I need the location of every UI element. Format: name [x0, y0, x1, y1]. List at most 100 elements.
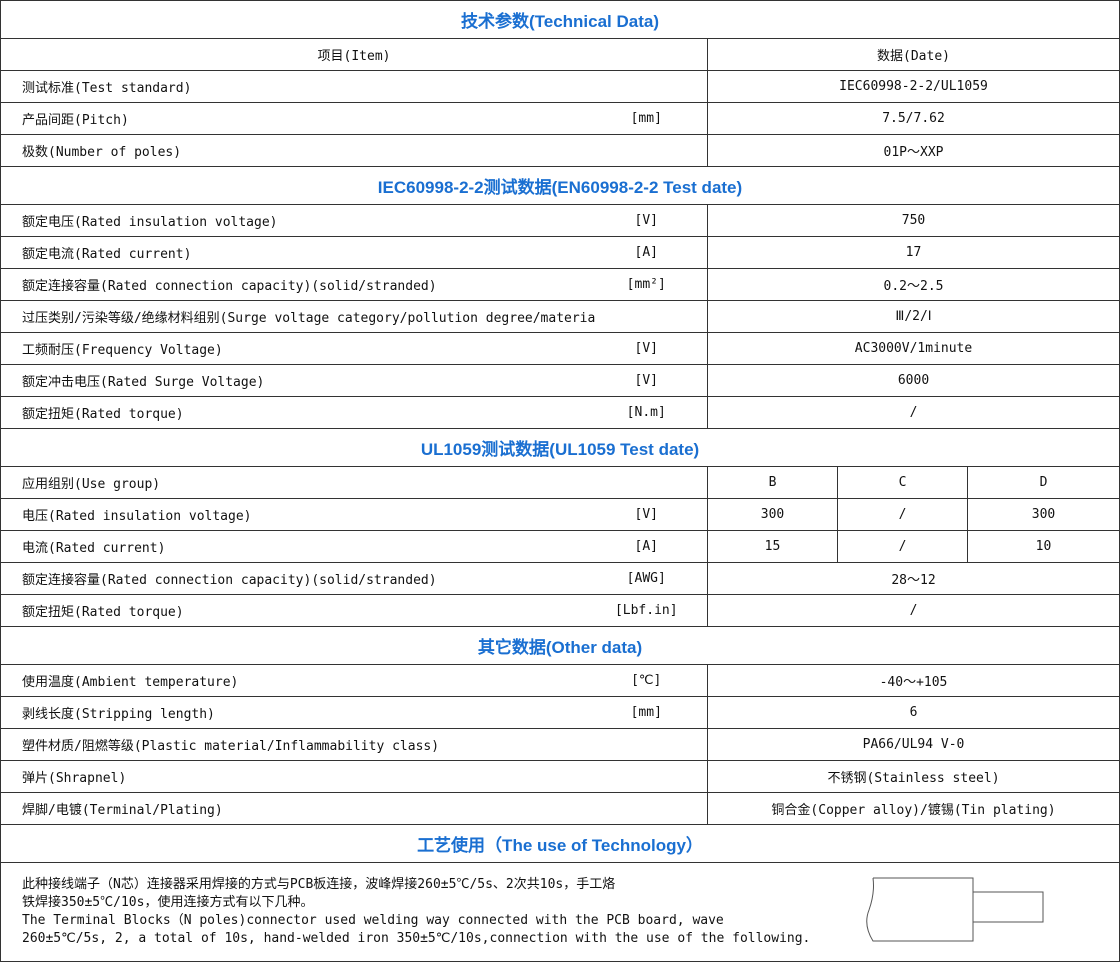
row-label: 电压(Rated insulation voltage) [0, 498, 596, 531]
row-value: 不锈钢(Stainless steel) [707, 760, 1120, 793]
row-value: D [967, 466, 1120, 499]
row-label: 焊脚/电镀(Terminal/Plating) [0, 792, 596, 825]
tech-note-line: The Terminal Blocks（N poles)connector us… [22, 913, 724, 928]
row-unit: [V] [595, 204, 708, 237]
row-unit [595, 466, 708, 499]
table-row: 电流(Rated current) [A] 15/10 [0, 530, 1120, 563]
row-label: 额定电流(Rated current) [0, 236, 596, 269]
row-value: 10 [967, 530, 1120, 563]
table-row: 剥线长度(Stripping length) [mm] 6 [0, 696, 1120, 729]
table-row: 电压(Rated insulation voltage) [V] 300/300 [0, 498, 1120, 531]
row-label: 产品间距(Pitch) [0, 102, 596, 135]
row-value: IEC60998-2-2/UL1059 [707, 70, 1120, 103]
header-row: 项目(Item) 数据(Date) [0, 38, 1120, 71]
row-value: / [707, 396, 1120, 429]
table-row: 额定扭矩(Rated torque) [N.m] / [0, 396, 1120, 429]
table-row: 焊脚/电镀(Terminal/Plating) 铜合金(Copper alloy)… [0, 792, 1120, 825]
table-row: 产品间距(Pitch) [mm] 7.5/7.62 [0, 102, 1120, 135]
table-row: 额定扭矩(Rated torque) [Lbf.in] / [0, 594, 1120, 627]
row-value: B [707, 466, 838, 499]
table-row: 额定冲击电压(Rated Surge Voltage) [V] 6000 [0, 364, 1120, 397]
table-row: 额定电压(Rated insulation voltage) [V] 750 [0, 204, 1120, 237]
table-row: 额定电流(Rated current) [A] 17 [0, 236, 1120, 269]
row-label: 测试标准(Test standard) [0, 70, 596, 103]
table-row: 弹片(Shrapnel) 不锈钢(Stainless steel) [0, 760, 1120, 793]
row-unit: [mm] [595, 102, 708, 135]
main-section: 技术参数(Technical Data) [0, 0, 1120, 39]
row-label: 额定扭矩(Rated torque) [0, 594, 596, 627]
row-value: -40～+105 [707, 664, 1120, 697]
row-label: 额定电压(Rated insulation voltage) [0, 204, 596, 237]
row-label: 电流(Rated current) [0, 530, 596, 563]
row-unit: [AWG] [595, 562, 708, 595]
ul-section-title: UL1059测试数据(UL1059 Test date) [0, 428, 1120, 467]
table-row: 额定连接容量(Rated connection capacity)(solid/… [0, 562, 1120, 595]
row-label: 使用温度(Ambient temperature) [0, 664, 596, 697]
row-label: 额定连接容量(Rated connection capacity)(solid/… [0, 562, 596, 595]
row-value: Ⅲ/2/Ⅰ [707, 300, 1120, 333]
main-section-title: 技术参数(Technical Data) [0, 0, 1120, 39]
row-unit: [℃] [595, 664, 708, 697]
tech-note: 此种接线端子（N芯）连接器采用焊接的方式与PCB板连接，波峰焊接260±5℃/5… [0, 862, 1120, 962]
row-value: / [837, 530, 968, 563]
row-unit: [A] [595, 236, 708, 269]
row-label: 额定冲击电压(Rated Surge Voltage) [0, 364, 596, 397]
table-row: 使用温度(Ambient temperature) [℃] -40～+105 [0, 664, 1120, 697]
ul-section: UL1059测试数据(UL1059 Test date) [0, 428, 1120, 467]
iec-section: IEC60998-2-2测试数据(EN60998-2-2 Test date) [0, 166, 1120, 205]
row-unit [595, 300, 708, 333]
row-label: 剥线长度(Stripping length) [0, 696, 596, 729]
row-value: 6000 [707, 364, 1120, 397]
row-unit: [V] [595, 364, 708, 397]
row-value: PA66/UL94 V-0 [707, 728, 1120, 761]
row-label: 工频耐压(Frequency Voltage) [0, 332, 596, 365]
table-row: 过压类别/污染等级/绝缘材料组别(Surge voltage category/… [0, 300, 1120, 333]
row-value: 15 [707, 530, 838, 563]
row-value: C [837, 466, 968, 499]
row-value: 300 [967, 498, 1120, 531]
row-value: 28～12 [707, 562, 1120, 595]
row-unit: [V] [595, 332, 708, 365]
row-value: 17 [707, 236, 1120, 269]
row-unit [595, 134, 708, 167]
row-value: 6 [707, 696, 1120, 729]
row-value: / [837, 498, 968, 531]
row-label: 额定连接容量(Rated connection capacity)(solid/… [0, 268, 596, 301]
table-row: 极数(Number of poles) 01P～XXP [0, 134, 1120, 167]
table-row: 塑件材质/阻燃等级(Plastic material/Inflammabilit… [0, 728, 1120, 761]
row-label: 弹片(Shrapnel) [0, 760, 596, 793]
row-value: 7.5/7.62 [707, 102, 1120, 135]
row-value: 铜合金(Copper alloy)/镀锡(Tin plating) [707, 792, 1120, 825]
row-value: / [707, 594, 1120, 627]
tech-section: 工艺使用（The use of Technology） [0, 824, 1120, 863]
row-label: 额定扭矩(Rated torque) [0, 396, 596, 429]
other-section-title: 其它数据(Other data) [0, 626, 1120, 665]
row-unit: [N.m] [595, 396, 708, 429]
table-row: 额定连接容量(Rated connection capacity)(solid/… [0, 268, 1120, 301]
tech-note-line: 260±5℃/5s, 2, a total of 10s, hand-welde… [22, 931, 811, 946]
other-section: 其它数据(Other data) [0, 626, 1120, 665]
tech-note-line: 此种接线端子（N芯）连接器采用焊接的方式与PCB板连接，波峰焊接260±5℃/5… [22, 877, 616, 892]
row-unit [595, 728, 708, 761]
row-unit: [A] [595, 530, 708, 563]
table-row: 应用组别(Use group) B C D [0, 466, 1120, 499]
row-unit [595, 792, 708, 825]
row-label: 应用组别(Use group) [0, 466, 596, 499]
row-unit: [mm²] [595, 268, 708, 301]
row-label: 塑件材质/阻燃等级(Plastic material/Inflammabilit… [0, 728, 596, 761]
table-row: 工频耐压(Frequency Voltage) [V] AC3000V/1minut… [0, 332, 1120, 365]
row-value: AC3000V/1minute [707, 332, 1120, 365]
row-label: 极数(Number of poles) [0, 134, 596, 167]
row-unit [595, 70, 708, 103]
row-unit: [mm] [595, 696, 708, 729]
data-header: 数据(Date) [707, 38, 1120, 71]
tech-note-line: 铁焊接350±5℃/10s，使用连接方式有以下几种。 [22, 895, 314, 910]
connector-drawing [866, 877, 1044, 942]
table-row: 测试标准(Test standard) IEC60998-2-2/UL1059 [0, 70, 1120, 103]
row-label: 过压类别/污染等级/绝缘材料组别(Surge voltage category/… [0, 300, 596, 333]
row-unit [595, 760, 708, 793]
iec-section-title: IEC60998-2-2测试数据(EN60998-2-2 Test date) [0, 166, 1120, 205]
row-unit: [Lbf.in] [595, 594, 708, 627]
row-value: 01P～XXP [707, 134, 1120, 167]
